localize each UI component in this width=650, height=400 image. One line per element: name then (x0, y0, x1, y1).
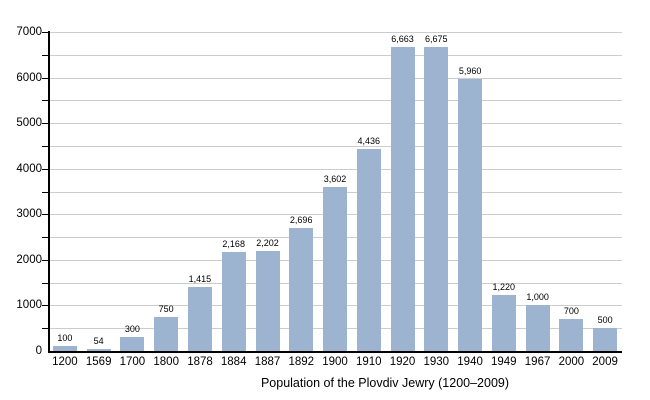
bar (86, 348, 111, 351)
x-axis-line (48, 351, 622, 353)
gridline (48, 32, 622, 33)
bar (424, 46, 449, 351)
y-axis-tick (42, 123, 48, 125)
bar (491, 295, 516, 351)
y-axis-tick (42, 32, 48, 33)
bar-value-label: 2,696 (289, 215, 313, 226)
bar (458, 79, 483, 351)
bar (221, 252, 246, 351)
bar-value-label: 700 (563, 306, 579, 317)
bar-value-label: 6,663 (391, 34, 414, 45)
x-axis-label: 1892 (288, 356, 315, 368)
bar-value-label: 1,220 (492, 282, 516, 293)
bar (255, 250, 280, 351)
x-axis-label: 1884 (220, 356, 247, 368)
y-axis-tick (42, 168, 48, 170)
y-axis-label: 7000 (16, 26, 42, 38)
x-axis-label: 1920 (389, 356, 416, 368)
x-axis-label: 1900 (322, 356, 348, 368)
y-axis-tick (42, 259, 48, 261)
bar (323, 186, 347, 351)
x-axis-label: 1800 (153, 356, 179, 368)
bar-value-label: 4,436 (357, 135, 381, 146)
y-axis-label: 5000 (16, 117, 42, 130)
y-axis-tick (42, 54, 48, 56)
x-axis-label: 2009 (592, 356, 618, 368)
bar (289, 228, 314, 351)
bar-value-label: 2,168 (222, 239, 245, 250)
y-axis-label: 0 (35, 345, 42, 357)
bar-value-label: 1,000 (526, 292, 549, 303)
y-axis-label: 3000 (16, 208, 42, 221)
bar-value-label: 6,675 (425, 33, 448, 44)
y-axis-tick (42, 77, 48, 79)
y-axis-line (48, 31, 50, 352)
bar (559, 319, 584, 351)
bar-value-label: 500 (597, 315, 613, 326)
bar (120, 337, 145, 351)
gridline (48, 168, 622, 170)
bar (390, 47, 415, 351)
x-axis-label: 1940 (457, 356, 483, 368)
y-axis-label: 1000 (16, 299, 42, 312)
bar-value-label: 1,415 (188, 273, 212, 284)
x-axis-label: 1569 (85, 356, 112, 368)
x-axis-label: 1967 (524, 356, 551, 368)
chart-title: Population of the Plovdiv Jewry (1200–20… (260, 376, 510, 390)
x-axis-label: 1200 (52, 356, 78, 368)
y-axis-tick (42, 214, 48, 216)
bar (187, 286, 212, 351)
gridline (48, 77, 622, 79)
x-axis-label: 1949 (490, 356, 517, 368)
bar-value-label: 3,602 (323, 173, 347, 184)
bar-value-label: 750 (158, 303, 174, 314)
y-axis-tick (42, 328, 48, 330)
bar-value-label: 2,202 (256, 237, 279, 248)
x-axis-label: 1887 (254, 356, 281, 368)
y-axis-tick (42, 191, 48, 193)
gridline (48, 54, 622, 56)
x-axis-label: 1878 (187, 356, 213, 368)
x-axis-label: 2000 (558, 356, 585, 368)
gridline (48, 123, 622, 125)
y-axis-tick (42, 145, 48, 147)
y-axis-tick (42, 282, 48, 284)
x-axis-label: 1930 (423, 356, 450, 368)
x-axis-label: 1700 (119, 356, 146, 368)
bar-value-label: 5,960 (458, 66, 482, 77)
y-axis-tick (42, 305, 48, 307)
y-axis-tick (42, 100, 48, 102)
bar (154, 316, 179, 351)
x-axis-label: 1910 (355, 356, 382, 368)
bar-value-label: 100 (57, 333, 73, 344)
y-axis-label: 2000 (16, 253, 42, 266)
bar (593, 328, 618, 351)
bar (356, 148, 381, 351)
y-axis-label: 6000 (16, 71, 42, 84)
bar (52, 346, 77, 351)
bar-value-label: 300 (124, 324, 140, 335)
y-axis-label: 4000 (16, 162, 42, 175)
gridline (48, 145, 622, 147)
bar-value-label: 54 (93, 335, 104, 346)
gridline (48, 100, 622, 102)
bar (525, 305, 550, 351)
y-axis-tick (42, 237, 48, 239)
